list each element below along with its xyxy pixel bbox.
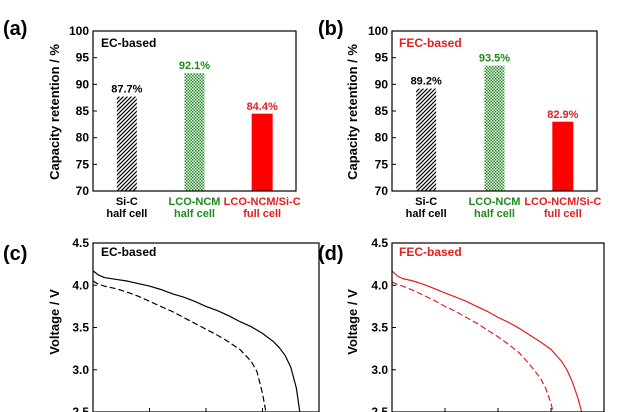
curves (391, 270, 583, 412)
chart-title: FEC-based (399, 245, 462, 259)
plot-frame (92, 242, 320, 412)
y-tick-label: 70 (375, 184, 389, 198)
y-tick-label: 95 (375, 51, 389, 65)
y-tick-labels: 70 75 80 85 90 95 100 (368, 24, 396, 198)
y-tick-label: 75 (76, 157, 90, 171)
value-label: 87.7% (111, 84, 142, 96)
value-labels: 89.2% 93.5% 82.9% (411, 53, 579, 122)
x-tick-label: half cell (106, 208, 147, 220)
value-label: 92.1% (179, 60, 210, 72)
y-tick-label: 90 (76, 77, 90, 91)
y-tick-label: 2.5 (72, 405, 89, 412)
curves (92, 270, 301, 412)
bar (116, 96, 137, 191)
y-tick-label: 75 (375, 157, 389, 171)
y-tick-label: 4.0 (371, 278, 388, 292)
panel-a: (a) Capacity retention / % 70 75 80 85 90 95 1… (3, 18, 301, 220)
plot-frame (92, 30, 297, 192)
y-tick-label: 4.0 (72, 278, 89, 292)
y-tick-label: 80 (375, 131, 389, 145)
series-line-solid (391, 270, 583, 412)
panel-label: (b) (318, 18, 344, 40)
y-tick-label: 100 (368, 24, 388, 38)
y-tick-label: 90 (375, 77, 389, 91)
y-tick-label: 3.0 (72, 363, 89, 377)
x-tick-label: half cell (406, 208, 447, 220)
y-axis-label: Capacity retention / % (345, 44, 360, 180)
y-tick-label: 3.5 (371, 321, 388, 335)
bar (184, 73, 205, 191)
chart-title: FEC-based (399, 36, 462, 50)
plot-frame (391, 30, 598, 192)
x-tick-label: full cell (243, 208, 281, 220)
y-axis-label: Voltage / V (47, 289, 62, 355)
series-line-dashed (92, 280, 267, 412)
y-tick-label: 70 (76, 184, 90, 198)
panel-label: (d) (318, 243, 344, 265)
y-tick-label: 85 (76, 104, 90, 118)
y-tick-label: 100 (69, 24, 89, 38)
y-tick-label: 3.0 (371, 363, 388, 377)
bars (116, 73, 273, 192)
y-tick-label: 95 (76, 51, 90, 65)
x-tick-label: Si-C (415, 196, 437, 208)
value-label: 84.4% (247, 101, 278, 113)
y-tick-label: 80 (76, 131, 90, 145)
y-tick-label: 85 (375, 104, 389, 118)
value-label: 89.2% (411, 76, 442, 88)
x-tick-label: LCO-NCM (169, 196, 221, 208)
y-tick-label: 4.5 (72, 236, 89, 250)
x-tick-label: full cell (544, 208, 582, 220)
x-tick-label: half cell (474, 208, 515, 220)
x-tick-label: LCO-NCM/Si-C (524, 196, 601, 208)
y-tick-label: 4.5 (371, 236, 388, 250)
value-labels: 87.7% 92.1% 84.4% (111, 60, 278, 113)
bar (484, 65, 505, 191)
y-axis-label: Capacity retention / % (47, 44, 62, 180)
series-line-solid (92, 270, 301, 412)
y-axis-label: Voltage / V (345, 289, 360, 355)
x-tick-label: Si-C (116, 196, 138, 208)
bars (416, 65, 574, 192)
chart-title: EC-based (101, 36, 156, 50)
y-tick-labels: 2.5 3.0 3.5 4.0 4.5 (371, 236, 396, 412)
panel-label: (c) (3, 243, 27, 265)
panel-c: (c) Voltage / V 2.5 3.0 3.5 4.0 4.5 05010015… (3, 236, 320, 412)
value-label: 82.9% (547, 109, 578, 121)
chart-title: EC-based (101, 245, 156, 259)
panel-d: (d) Voltage / V 2.5 3.0 3.5 4.0 4.5 05010015… (318, 236, 605, 412)
x-tick-labels: 050100150200 (391, 408, 605, 412)
y-tick-label: 2.5 (371, 405, 388, 412)
panel-label: (a) (3, 18, 27, 40)
value-label: 93.5% (479, 53, 510, 65)
panel-b: (b) Capacity retention / % 70 75 80 85 90 95 1… (318, 18, 601, 220)
y-tick-labels: 70 75 80 85 90 95 100 (69, 24, 97, 198)
bar (251, 113, 273, 192)
y-tick-label: 3.5 (72, 321, 89, 335)
y-tick-labels: 2.5 3.0 3.5 4.0 4.5 (72, 236, 97, 412)
x-tick-label: half cell (174, 208, 215, 220)
plot-frame (391, 242, 605, 412)
x-tick-label: LCO-NCM/Si-C (224, 196, 301, 208)
x-tick-label: LCO-NCM (469, 196, 521, 208)
bar (552, 121, 574, 192)
bar (416, 88, 437, 191)
x-tick-labels: 050100150200 (92, 408, 320, 412)
series-line-dashed (391, 281, 554, 412)
